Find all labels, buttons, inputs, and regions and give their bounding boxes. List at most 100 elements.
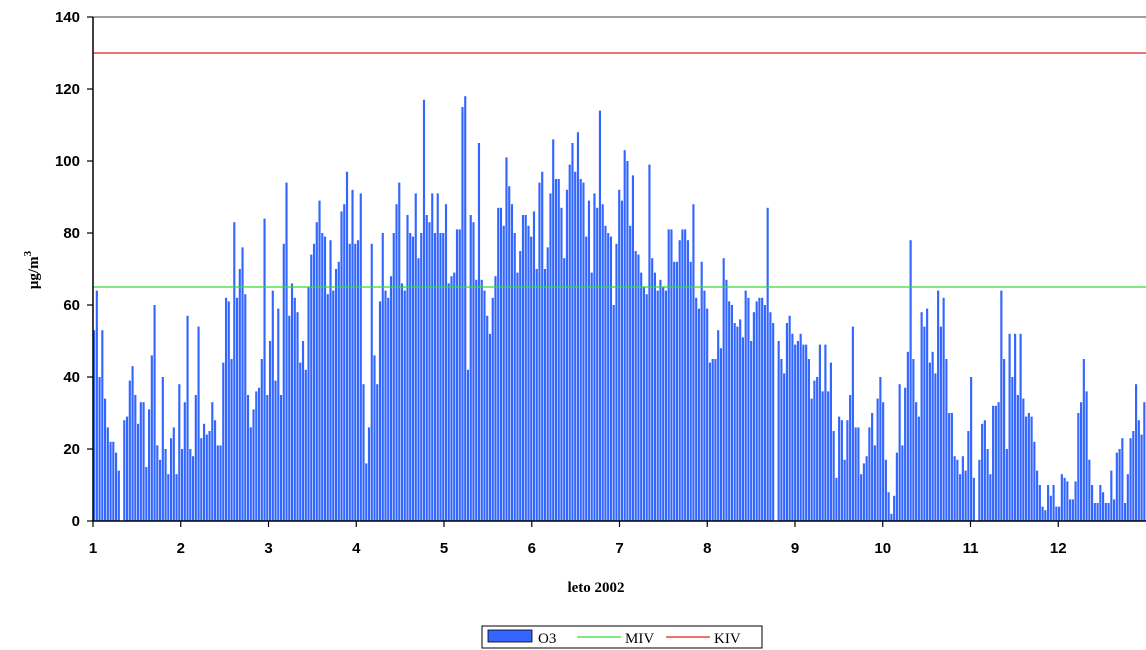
o3-bar — [142, 402, 145, 521]
o3-bar — [601, 204, 604, 521]
o3-bar — [464, 96, 467, 521]
o3-bar — [112, 441, 115, 521]
o3-bar — [530, 236, 533, 521]
o3-bar — [642, 287, 646, 521]
o3-bar — [862, 463, 865, 521]
o3-bar — [104, 398, 107, 521]
o3-bar — [219, 445, 222, 521]
o3-bar — [392, 233, 395, 521]
o3-bar — [241, 247, 244, 521]
o3-bar — [285, 182, 288, 521]
o3-bar — [956, 459, 959, 521]
o3-bar — [714, 359, 717, 521]
x-axis-title: leto 2002 — [567, 580, 624, 596]
o3-bar — [953, 456, 956, 521]
o3-bar — [541, 171, 544, 522]
y-axis-title-unit: μg/m — [26, 256, 42, 289]
o3-bar — [101, 330, 104, 521]
o3-bar — [1129, 438, 1132, 521]
o3-bar — [197, 326, 200, 521]
legend-kiv-label: KIV — [714, 631, 741, 647]
o3-bar — [755, 301, 758, 521]
o3-bar — [296, 312, 299, 521]
o3-bar — [378, 301, 382, 521]
o3-bar — [821, 391, 824, 521]
o3-bar — [1077, 413, 1080, 521]
o3-bar — [860, 474, 863, 521]
o3-bar — [964, 470, 967, 521]
o3-bar — [1080, 402, 1083, 521]
o3-bar — [997, 402, 1000, 521]
o3-bar — [931, 351, 934, 521]
o3-bar — [1132, 431, 1135, 521]
o3-bar — [428, 222, 431, 521]
o3-bar — [1044, 510, 1047, 521]
o3-bar — [708, 362, 711, 521]
o3-bar — [156, 445, 159, 521]
o3-bar — [763, 305, 766, 521]
o3-bar — [915, 402, 918, 521]
o3-bar — [1115, 452, 1118, 521]
o3-bar — [667, 229, 670, 521]
o3-bar — [560, 207, 563, 522]
o3-bar — [431, 193, 434, 521]
o3-bar — [208, 431, 211, 521]
o3-bar — [472, 222, 475, 521]
o3-bar — [343, 204, 346, 521]
o3-bar — [252, 409, 255, 521]
o3-bar — [513, 233, 516, 521]
o3-bar — [829, 362, 832, 521]
o3-bar — [186, 315, 189, 521]
o3-bar — [832, 431, 835, 521]
o3-bar — [114, 452, 118, 521]
o3-bar — [805, 344, 808, 521]
o3-bar — [978, 459, 981, 521]
o3-bar — [422, 99, 426, 522]
o3-bar — [444, 204, 448, 521]
o3-bar — [893, 495, 896, 521]
o3-bar — [890, 513, 893, 521]
o3-bar — [598, 110, 602, 521]
o3-bar — [527, 225, 530, 522]
o3-bar — [920, 312, 923, 521]
o3-bar — [887, 492, 890, 521]
o3-bar — [304, 369, 307, 521]
o3-bar — [299, 362, 302, 521]
o3-bar — [244, 294, 247, 521]
o3-bar — [728, 301, 731, 521]
o3-bar — [271, 290, 274, 521]
legend-miv-label: MIV — [625, 631, 654, 647]
legend-o3-swatch — [487, 629, 533, 643]
o3-bar — [255, 391, 258, 521]
o3-bar — [381, 233, 384, 521]
y-tick-label: 100 — [55, 153, 80, 170]
o3-bar — [626, 161, 629, 521]
o3-bar — [1121, 438, 1124, 521]
o3-bar — [970, 377, 973, 521]
o3-bar — [752, 312, 755, 521]
o3-bar — [337, 261, 340, 521]
o3-bar — [986, 449, 989, 521]
o3-bar — [645, 294, 648, 521]
o3-bar — [480, 279, 483, 521]
o3-bar — [697, 308, 701, 521]
o3-bar — [777, 341, 780, 521]
o3-bar — [466, 369, 470, 521]
o3-bar — [169, 438, 173, 521]
o3-bar — [884, 459, 887, 521]
o3-bar — [783, 373, 786, 521]
o3-bar — [230, 359, 233, 521]
o3-bar — [945, 359, 948, 521]
o3-bar — [246, 395, 250, 521]
o3-bar — [224, 297, 228, 521]
x-tick-label: 11 — [963, 540, 979, 557]
o3-bar — [909, 240, 912, 521]
o3-bar — [93, 330, 96, 521]
o3-bar — [937, 290, 940, 521]
o3-bar — [788, 315, 791, 521]
o3-bar — [263, 218, 266, 521]
o3-bar — [1041, 506, 1044, 521]
o3-bar — [469, 215, 472, 521]
o3-bar — [420, 233, 423, 521]
o3-bar — [409, 233, 412, 521]
